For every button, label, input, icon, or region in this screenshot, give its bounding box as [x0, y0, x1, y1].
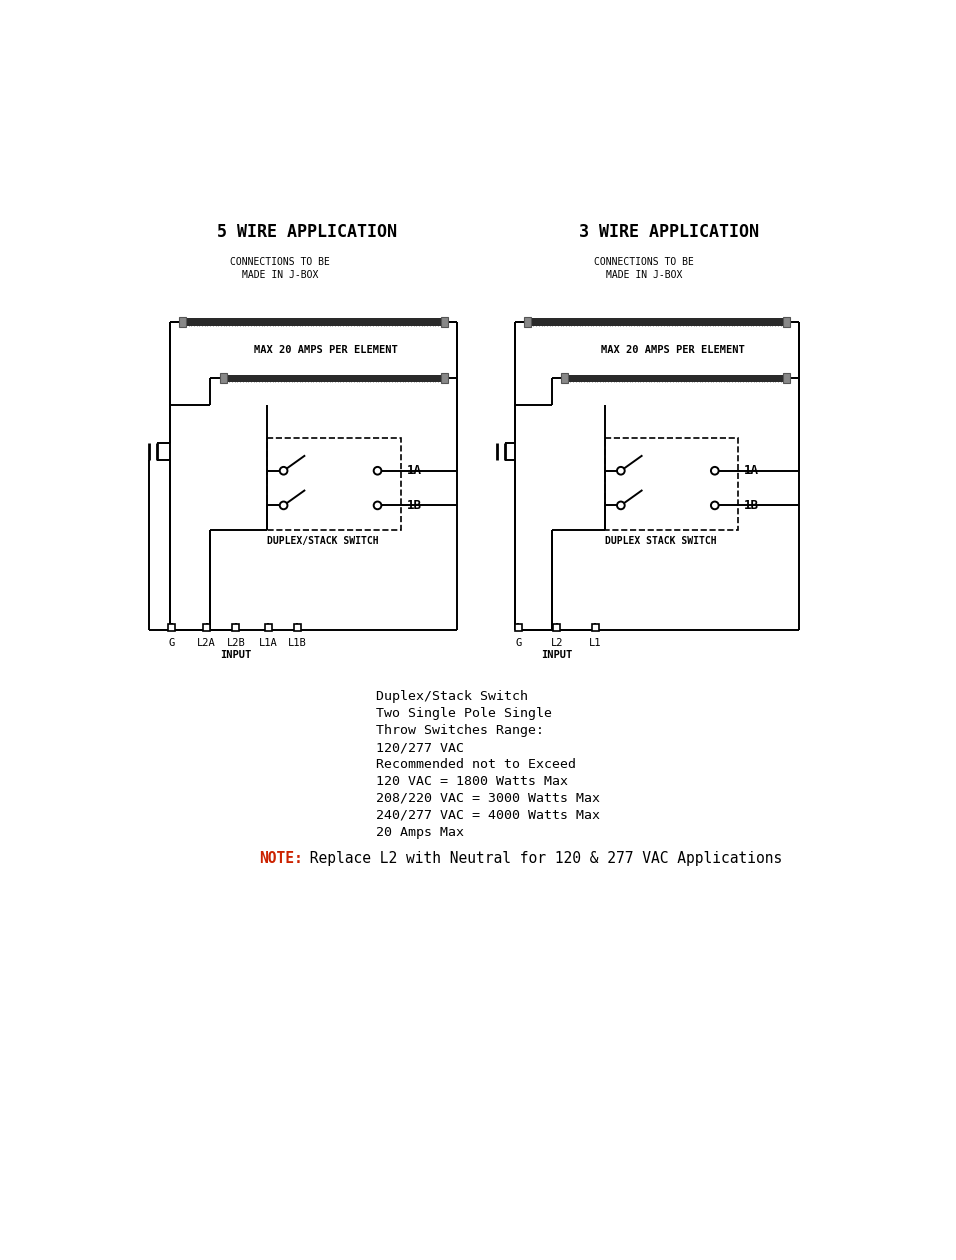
- Text: 240/277 VAC = 4000 Watts Max: 240/277 VAC = 4000 Watts Max: [376, 809, 600, 822]
- Text: MAX 20 AMPS PER ELEMENT: MAX 20 AMPS PER ELEMENT: [600, 345, 745, 355]
- Text: Two Single Pole Single: Two Single Pole Single: [376, 707, 552, 721]
- Bar: [441, 373, 447, 383]
- Bar: [179, 318, 185, 328]
- Bar: [531, 319, 783, 326]
- Bar: [524, 318, 531, 328]
- Text: 120/277 VAC: 120/277 VAC: [376, 741, 464, 753]
- Text: L2A: L2A: [197, 638, 216, 648]
- Text: L1: L1: [589, 638, 601, 648]
- Text: L2B: L2B: [227, 638, 246, 648]
- Bar: [220, 373, 227, 383]
- Circle shape: [374, 501, 381, 509]
- Circle shape: [617, 501, 624, 509]
- Text: 1A: 1A: [407, 464, 422, 478]
- Text: INPUT: INPUT: [541, 650, 573, 660]
- Circle shape: [711, 467, 719, 475]
- Bar: [267, 438, 401, 530]
- Bar: [294, 624, 301, 630]
- Circle shape: [711, 501, 719, 509]
- Bar: [783, 318, 791, 328]
- Text: 1B: 1B: [407, 499, 422, 512]
- Text: Throw Switches Range:: Throw Switches Range:: [376, 724, 544, 737]
- Circle shape: [280, 467, 288, 475]
- Text: G: G: [515, 638, 522, 648]
- Bar: [554, 624, 560, 630]
- Text: L1A: L1A: [259, 638, 277, 648]
- Text: 3 WIRE APPLICATION: 3 WIRE APPLICATION: [578, 223, 759, 241]
- Text: DUPLEX STACK SWITCH: DUPLEX STACK SWITCH: [605, 537, 717, 546]
- Bar: [783, 373, 791, 383]
- Text: G: G: [169, 638, 175, 648]
- Circle shape: [617, 467, 624, 475]
- Text: 20 Amps Max: 20 Amps Max: [376, 825, 464, 839]
- Circle shape: [374, 467, 381, 475]
- Text: Duplex/Stack Switch: Duplex/Stack Switch: [376, 690, 528, 703]
- Bar: [168, 624, 175, 630]
- Text: CONNECTIONS TO BE
MADE IN J-BOX: CONNECTIONS TO BE MADE IN J-BOX: [594, 257, 694, 280]
- Bar: [227, 374, 441, 382]
- Bar: [232, 624, 239, 630]
- Text: INPUT: INPUT: [220, 650, 251, 660]
- Bar: [185, 319, 441, 326]
- Text: 208/220 VAC = 3000 Watts Max: 208/220 VAC = 3000 Watts Max: [376, 791, 600, 805]
- Text: L1B: L1B: [288, 638, 307, 648]
- Text: Replace L2 with Neutral for 120 & 277 VAC Applications: Replace L2 with Neutral for 120 & 277 VA…: [301, 850, 783, 866]
- Bar: [592, 624, 598, 630]
- Text: CONNECTIONS TO BE
MADE IN J-BOX: CONNECTIONS TO BE MADE IN J-BOX: [229, 257, 330, 280]
- Bar: [568, 374, 783, 382]
- Text: 5 WIRE APPLICATION: 5 WIRE APPLICATION: [217, 223, 397, 241]
- Text: 1A: 1A: [744, 464, 759, 478]
- Text: NOTE:: NOTE:: [259, 850, 303, 866]
- Text: 1B: 1B: [744, 499, 759, 512]
- Text: DUPLEX/STACK SWITCH: DUPLEX/STACK SWITCH: [267, 537, 379, 546]
- Bar: [561, 373, 568, 383]
- Text: L2: L2: [551, 638, 563, 648]
- Bar: [265, 624, 272, 630]
- Bar: [605, 438, 738, 530]
- Text: MAX 20 AMPS PER ELEMENT: MAX 20 AMPS PER ELEMENT: [254, 345, 398, 355]
- Circle shape: [280, 501, 288, 509]
- Text: Recommended not to Exceed: Recommended not to Exceed: [376, 759, 576, 771]
- Bar: [515, 624, 522, 630]
- Bar: [203, 624, 210, 630]
- Bar: [441, 318, 447, 328]
- Text: 120 VAC = 1800 Watts Max: 120 VAC = 1800 Watts Max: [376, 775, 568, 788]
